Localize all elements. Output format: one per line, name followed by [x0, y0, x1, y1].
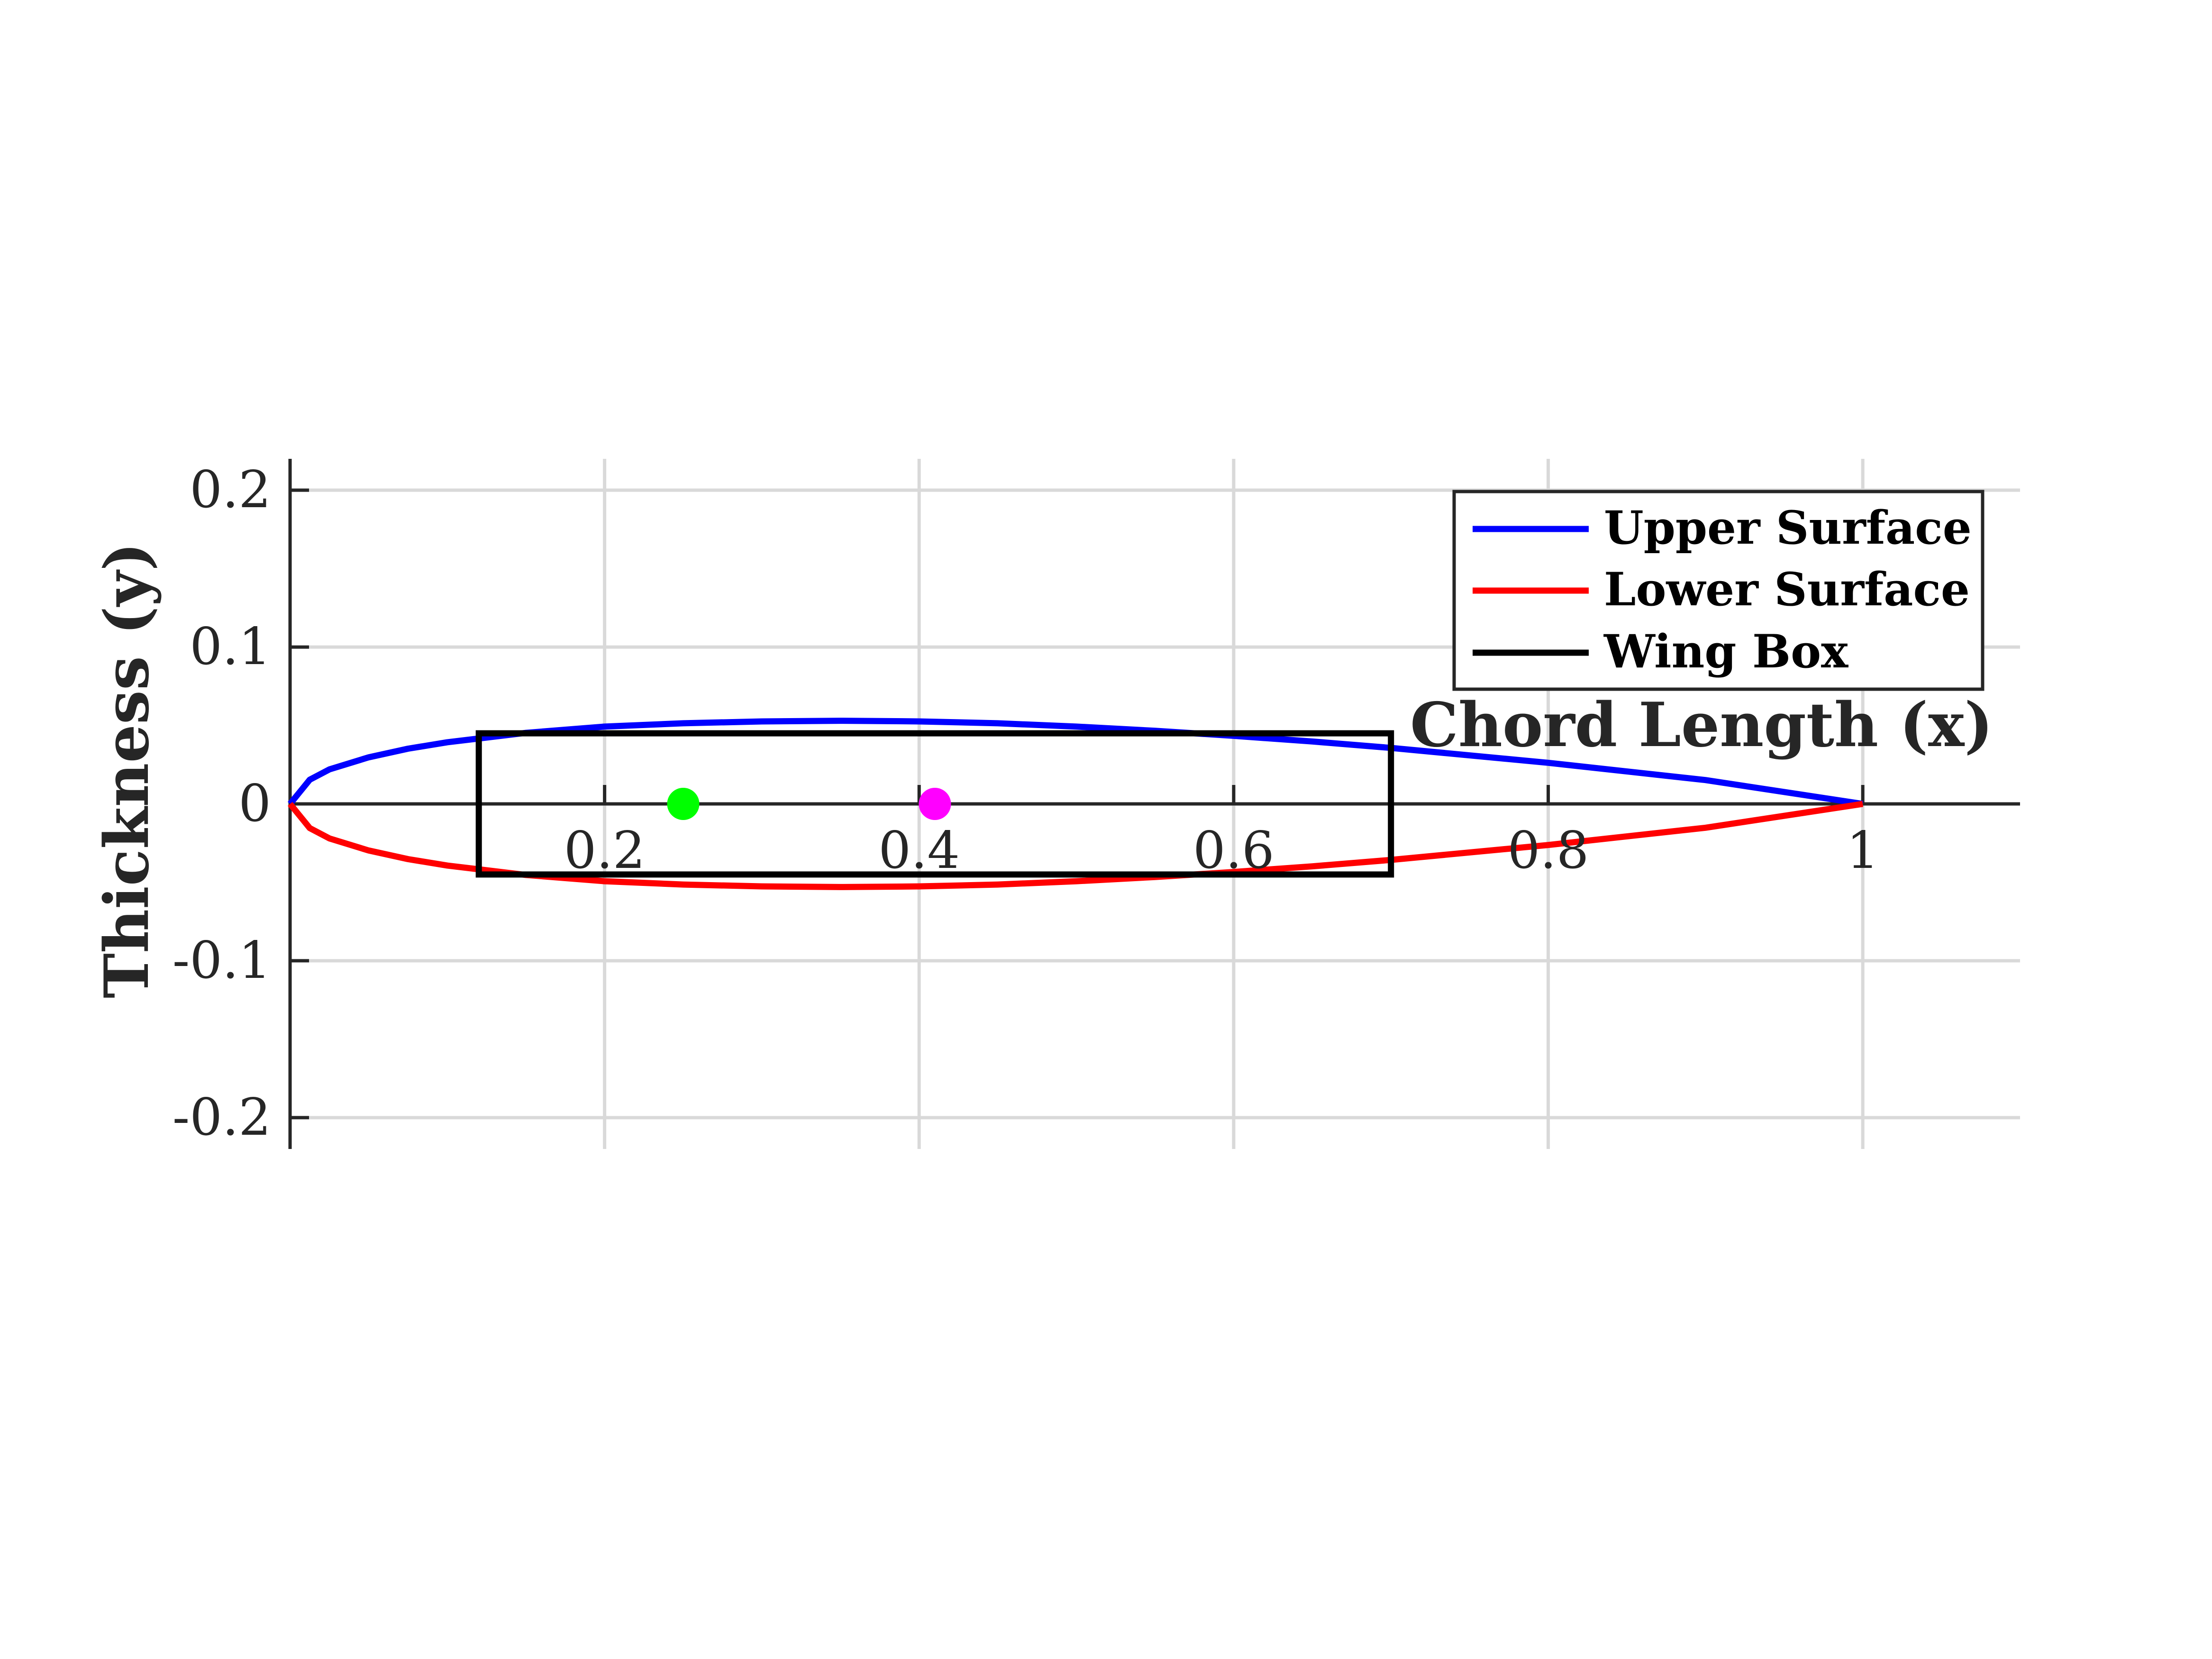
tick-labels: 0.2 0.4 0.6 0.8 1 0.2 0.1 0 -0.1 -0.2	[173, 460, 1879, 1147]
x-tick-label: 0.2	[564, 821, 646, 880]
marker-point-1	[667, 788, 700, 820]
y-axis-title: Thickness (y)	[91, 542, 163, 998]
data-series	[287, 718, 1864, 890]
legend-label-upper-surface: Upper Surface	[1604, 501, 1972, 555]
x-tick-label: 0.8	[1508, 821, 1589, 880]
wing-box-rect	[475, 730, 1394, 878]
marker-point-2	[919, 788, 951, 820]
y-tick-label: 0	[238, 774, 271, 833]
legend-label-wing-box: Wing Box	[1603, 625, 1848, 678]
x-tick-label: 1	[1847, 821, 1879, 880]
y-tick-label: 0.1	[190, 617, 271, 676]
legend-label-lower-surface: Lower Surface	[1604, 563, 1970, 616]
x-tick-label: 0.4	[878, 821, 960, 880]
lower-surface-line	[287, 801, 1864, 890]
x-axis-title: Chord Length (x)	[1410, 690, 1993, 761]
y-tick-label: 0.2	[190, 460, 271, 520]
y-tick-label: -0.2	[173, 1088, 271, 1147]
y-tick-label: -0.1	[173, 931, 271, 990]
legend: Upper Surface Lower Surface Wing Box	[1452, 490, 1984, 691]
upper-surface-line	[287, 718, 1864, 807]
x-tick-label: 0.6	[1193, 821, 1274, 880]
